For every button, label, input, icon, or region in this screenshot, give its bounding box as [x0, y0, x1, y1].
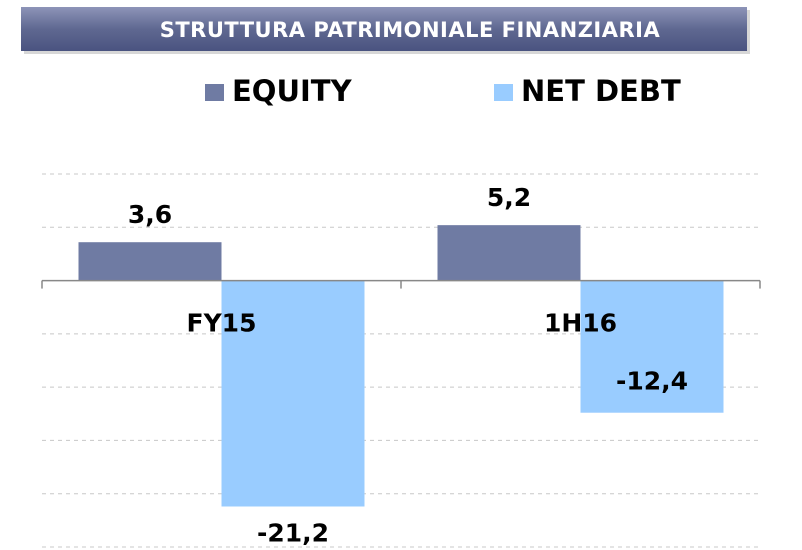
legend-label: NET DEBT [521, 74, 681, 108]
legend-swatch [205, 84, 224, 101]
data-label: -21,2 [257, 519, 329, 548]
bar [437, 225, 581, 281]
chart-title: STRUTTURA PATRIMONIALE FINANZIARIA [160, 18, 661, 42]
data-label: -12,4 [616, 367, 688, 396]
x-tick-label: FY15 [187, 309, 257, 338]
data-label: 5,2 [487, 183, 531, 212]
bar [221, 280, 365, 507]
legend-label: EQUITY [232, 74, 353, 108]
title-bar [21, 7, 747, 51]
x-tick-label: 1H16 [544, 309, 617, 338]
legend-swatch [494, 84, 513, 101]
bar [580, 280, 724, 413]
bar [78, 242, 222, 281]
data-label: 3,6 [128, 200, 172, 229]
